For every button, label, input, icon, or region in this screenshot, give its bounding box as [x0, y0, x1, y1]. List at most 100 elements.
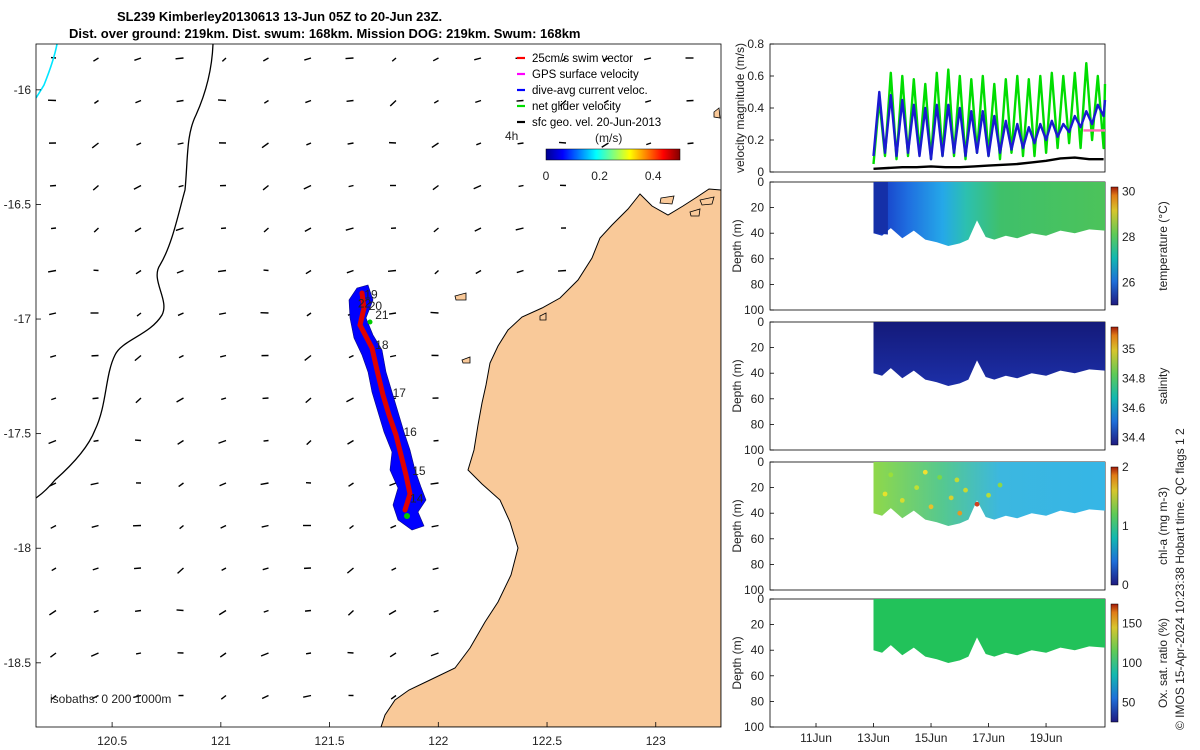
geo-arrow [349, 524, 354, 530]
geo-arrow [90, 482, 99, 486]
geo-arrow [306, 439, 312, 446]
geo-arrow [262, 567, 269, 571]
geo-arrow [305, 397, 312, 404]
geo-arrow [260, 482, 269, 486]
section-y-tick-label: 60 [751, 669, 765, 683]
geo-arrow [389, 99, 397, 107]
geo-arrow [50, 354, 57, 358]
geo-arrow [261, 694, 269, 700]
geo-arrow [218, 312, 227, 316]
section-colorbar-label: Ox. sat. ratio (%) [1156, 618, 1170, 708]
section-y-tick-label: 100 [744, 303, 764, 317]
geo-arrow [263, 609, 269, 613]
chl-sample-dot [928, 504, 934, 510]
section-y-tick-label: 0 [757, 455, 764, 469]
velocity-y-tick-label: 0.8 [747, 37, 764, 51]
geo-arrow [263, 738, 268, 741]
section-colorbar-label: salinity [1156, 368, 1170, 405]
section-colorbar-tick: 28 [1122, 230, 1136, 244]
speed-colorbar-tick: 0.2 [591, 169, 608, 183]
geo-arrow [48, 439, 57, 445]
section-y-tick-label: 60 [751, 532, 765, 546]
geo-arrow [92, 567, 99, 571]
geo-arrow [474, 57, 482, 61]
section-panel: 0 20 40 60 80 100 Depth (m) 34.4 34.6 34.8 35 salin… [730, 315, 1170, 457]
geo-arrow [93, 57, 99, 62]
day-label: 14 [410, 491, 424, 505]
geo-arrow [135, 652, 142, 655]
geo-arrow [305, 269, 312, 275]
geo-arrow [434, 269, 439, 275]
section-colorbar-tick: 1 [1122, 519, 1129, 533]
chl-sample-dot [957, 510, 963, 516]
section-y-tick-label: 80 [751, 277, 765, 291]
geo-arrow [93, 439, 99, 442]
geo-arrow [261, 524, 269, 528]
geo-arrow [433, 609, 439, 613]
geo-arrow [345, 227, 354, 231]
map-y-tick-label: -18 [14, 541, 32, 555]
section-colorbar-label: chl-a (mg m-3) [1156, 487, 1170, 565]
geo-arrow [346, 99, 354, 103]
geo-arrow [263, 439, 269, 442]
speed-colorbar [545, 148, 681, 161]
time-tick-label: 15Jun [915, 731, 948, 745]
geo-arrow [348, 482, 354, 487]
geo-arrow [91, 524, 99, 528]
section-colorbar-tick: 34.6 [1122, 401, 1146, 415]
day-label: 21 [375, 308, 389, 322]
section-y-tick-label: 20 [751, 481, 765, 495]
geo-arrow [221, 397, 227, 401]
geo-arrow [430, 652, 439, 657]
geo-arrow [347, 142, 354, 145]
map-y-ticks: -16 -16.5 -17 -17.5 -18 -18.5 [4, 83, 41, 670]
velocity-y-tick-label: 0 [757, 165, 764, 179]
geo-arrow [263, 99, 269, 104]
section-colorbar-tick: 35 [1122, 342, 1136, 356]
map-y-tick-label: -18.5 [4, 656, 32, 670]
geo-arrow [559, 99, 567, 107]
geo-arrow [387, 269, 397, 273]
section-colorbar [1110, 186, 1119, 306]
day-label: 22 [358, 297, 372, 311]
section-y-tick-label: 20 [751, 341, 765, 355]
geo-arrow [345, 57, 354, 60]
title-line-1: SL239 Kimberley20130613 13-Jun 05Z to 20… [117, 9, 442, 24]
legend-entry: GPS surface velocity [532, 69, 639, 81]
geo-arrow [220, 694, 227, 700]
section-panel: 0 20 40 60 80 100 Depth (m) 0 1 2 chl-a (mg m-3) [730, 455, 1170, 597]
geo-arrow [220, 354, 227, 358]
geo-arrow [390, 524, 397, 529]
geo-arrow [92, 397, 99, 400]
geo-arrow [92, 184, 99, 191]
islands [454, 107, 721, 364]
geo-arrow [93, 227, 99, 233]
chl-sample-dot [922, 469, 928, 475]
section-y-tick-label: 0 [757, 315, 764, 329]
geo-arrow [304, 354, 312, 361]
geo-arrow [134, 609, 142, 613]
geo-arrow [388, 312, 397, 315]
day-label: 18 [375, 338, 389, 352]
geo-arrow [391, 567, 397, 571]
geo-arrow [601, 142, 609, 148]
section-y-tick-label: 20 [751, 201, 765, 215]
geo-arrow [133, 694, 142, 699]
geo-arrow [93, 609, 99, 613]
geo-arrow [304, 609, 312, 612]
geo-arrow [134, 57, 142, 61]
map-x-tick-label: 121 [211, 734, 231, 748]
section-panel: 0 20 40 60 80 100 Depth (m) 50 100 150 Ox. sat. ra… [730, 592, 1170, 734]
chl-sample-dot [954, 477, 960, 483]
geo-arrow [177, 567, 184, 574]
geo-arrow [136, 142, 142, 146]
section-cold-patch [873, 182, 888, 235]
velocity-panel: 0 0.2 0.4 0.6 0.8 velocity magnitude (m/s) [733, 37, 1107, 179]
geo-arrow [177, 439, 184, 445]
velocity-ylabel: velocity magnitude (m/s) [733, 43, 747, 173]
geo-arrow [644, 57, 652, 61]
legend-entry: sfc geo. vel. 20-Jun-2013 [532, 117, 661, 129]
speed-colorbar-tick: 0.4 [645, 169, 662, 183]
map-y-tick-label: -17.5 [4, 427, 32, 441]
